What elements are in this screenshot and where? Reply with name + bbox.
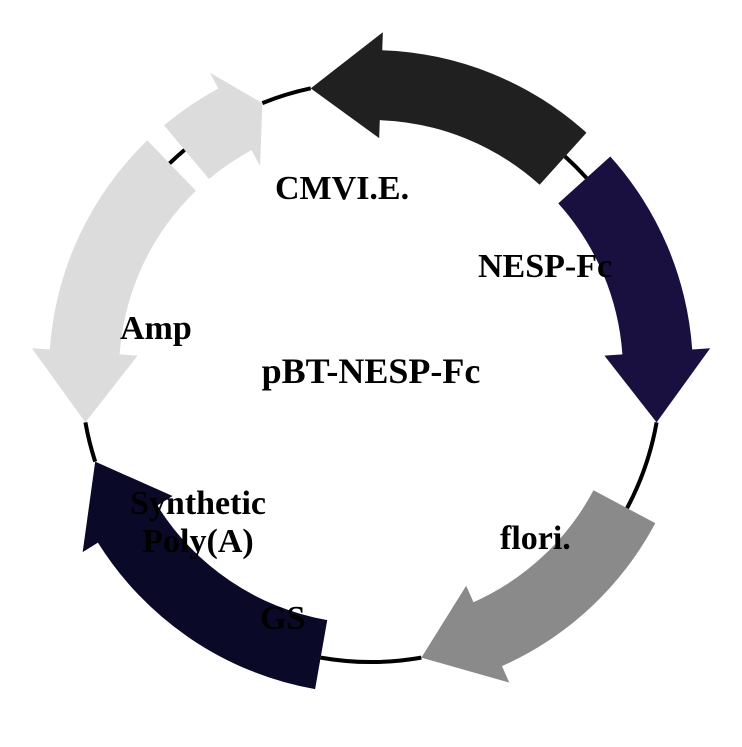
backbone-arc [85, 422, 95, 461]
plasmid-title: pBT-NESP-Fc [0, 350, 742, 392]
feature-arrow-SyntheticPolyA [164, 73, 262, 179]
backbone-arc [321, 658, 422, 662]
backbone-arc [627, 422, 657, 508]
backbone-arc [170, 150, 185, 164]
feature-label-SyntheticPolyA: Synthetic Poly(A) [130, 485, 266, 561]
feature-label-flori.: flori. [500, 520, 571, 558]
feature-arrow-Amp [311, 32, 587, 185]
feature-label-Amp: Amp [120, 310, 192, 348]
backbone-arc [565, 156, 586, 177]
feature-label-NESP-Fc: NESP-Fc [478, 248, 612, 286]
feature-label-GS: GS [260, 600, 305, 638]
backbone-arc [262, 88, 310, 103]
feature-label-CMVI.E.: CMVI.E. [275, 170, 409, 208]
